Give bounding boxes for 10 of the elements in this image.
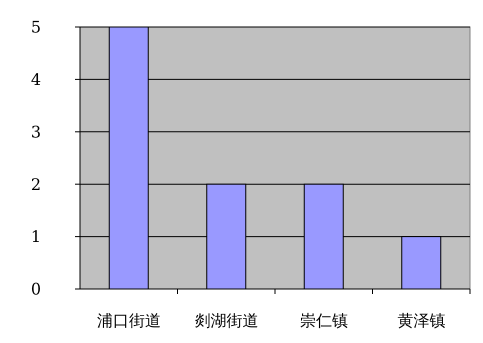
y-tick-label: 5	[30, 18, 42, 37]
y-tick-label: 4	[30, 70, 42, 89]
x-tick-label: 黄泽镇	[397, 311, 446, 330]
x-tick-label: 浦口街道	[96, 311, 161, 330]
x-tick-label: 崇仁镇	[300, 311, 348, 330]
y-tick-label: 2	[30, 174, 42, 194]
x-tick-label: 剡湖街道	[194, 311, 258, 330]
y-tick-label: 3	[30, 122, 42, 142]
y-tick-label: 0	[30, 280, 42, 299]
y-tick-label: 1	[30, 227, 42, 246]
